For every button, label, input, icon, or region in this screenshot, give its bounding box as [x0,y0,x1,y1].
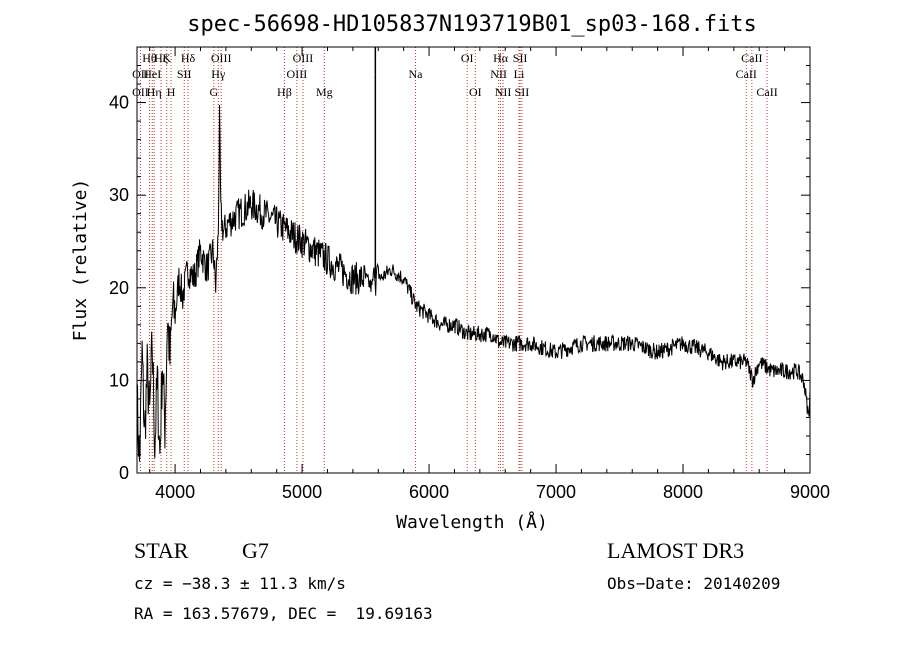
y-tick-label: 30 [109,185,129,205]
spectral-line-label: OI [461,51,474,65]
spectrum-flux-line [136,104,811,462]
spectral-line-label: SII [177,67,192,81]
observation-date: Obs−Date: 20140209 [607,574,781,593]
spectral-line-label: Hδ [181,51,196,65]
spectral-line-label: Hα [493,51,509,65]
x-tick-label: 7000 [536,482,576,502]
survey-name: LAMOST DR3 [607,538,745,563]
y-axis-label: Flux (relative) [70,179,91,342]
spectral-line-label: OIII [287,67,308,81]
spectral-line-label: Hζ [154,51,168,65]
spectral-line-label: Hβ [277,85,292,99]
spectral-line-label: CaII [736,67,757,81]
object-class: STAR [134,538,189,563]
spectral-line-label: Hθ [142,51,157,65]
spectral-line-label: Na [408,67,423,81]
spectral-line-label: NII [495,85,512,99]
spectral-line-label: OIII [293,51,314,65]
y-tick-label: 10 [109,370,129,390]
spectral-line-label: SII [513,51,528,65]
x-tick-label: 8000 [663,482,703,502]
spectral-line-label: K [162,51,171,65]
spectral-line-label: CaII [741,51,762,65]
plot-frame [136,46,811,474]
spectral-line-label: HeI [143,67,161,81]
spectral-line-label: OII [132,67,149,81]
spectral-line-label: OII [132,85,149,99]
y-tick-label: 40 [109,93,129,113]
x-tick-label: 9000 [790,482,830,502]
spectral-line-label: OIII [211,51,232,65]
x-tick-label: 6000 [409,482,449,502]
chart-title: spec-56698-HD105837N193719B01_sp03-168.f… [187,12,757,37]
spectral-line-label: H [167,85,176,99]
y-tick-label: 0 [119,463,129,483]
y-tick-label: 20 [109,278,129,298]
coordinates: RA = 163.57679, DEC = 19.69163 [134,604,433,623]
x-tick-label: 4000 [155,482,195,502]
x-axis-label: Wavelength (Å) [396,511,548,533]
spectral-subclass: G7 [242,538,269,563]
spectral-line-label: Li [514,67,525,81]
spectral-line-label: Hγ [211,67,226,81]
spectral-line-label: NII [490,67,507,81]
spectral-line-label: OI [469,85,482,99]
redshift-velocity: cz = −38.3 ± 11.3 km/s [134,574,346,593]
spectral-line-label: Hη [147,85,162,99]
spectral-line-label: G [209,85,218,99]
spectral-line-label: CaII [756,85,777,99]
x-tick-label: 5000 [282,482,322,502]
spectral-line-label: Mg [316,85,333,99]
spectral-line-label: SII [515,85,530,99]
